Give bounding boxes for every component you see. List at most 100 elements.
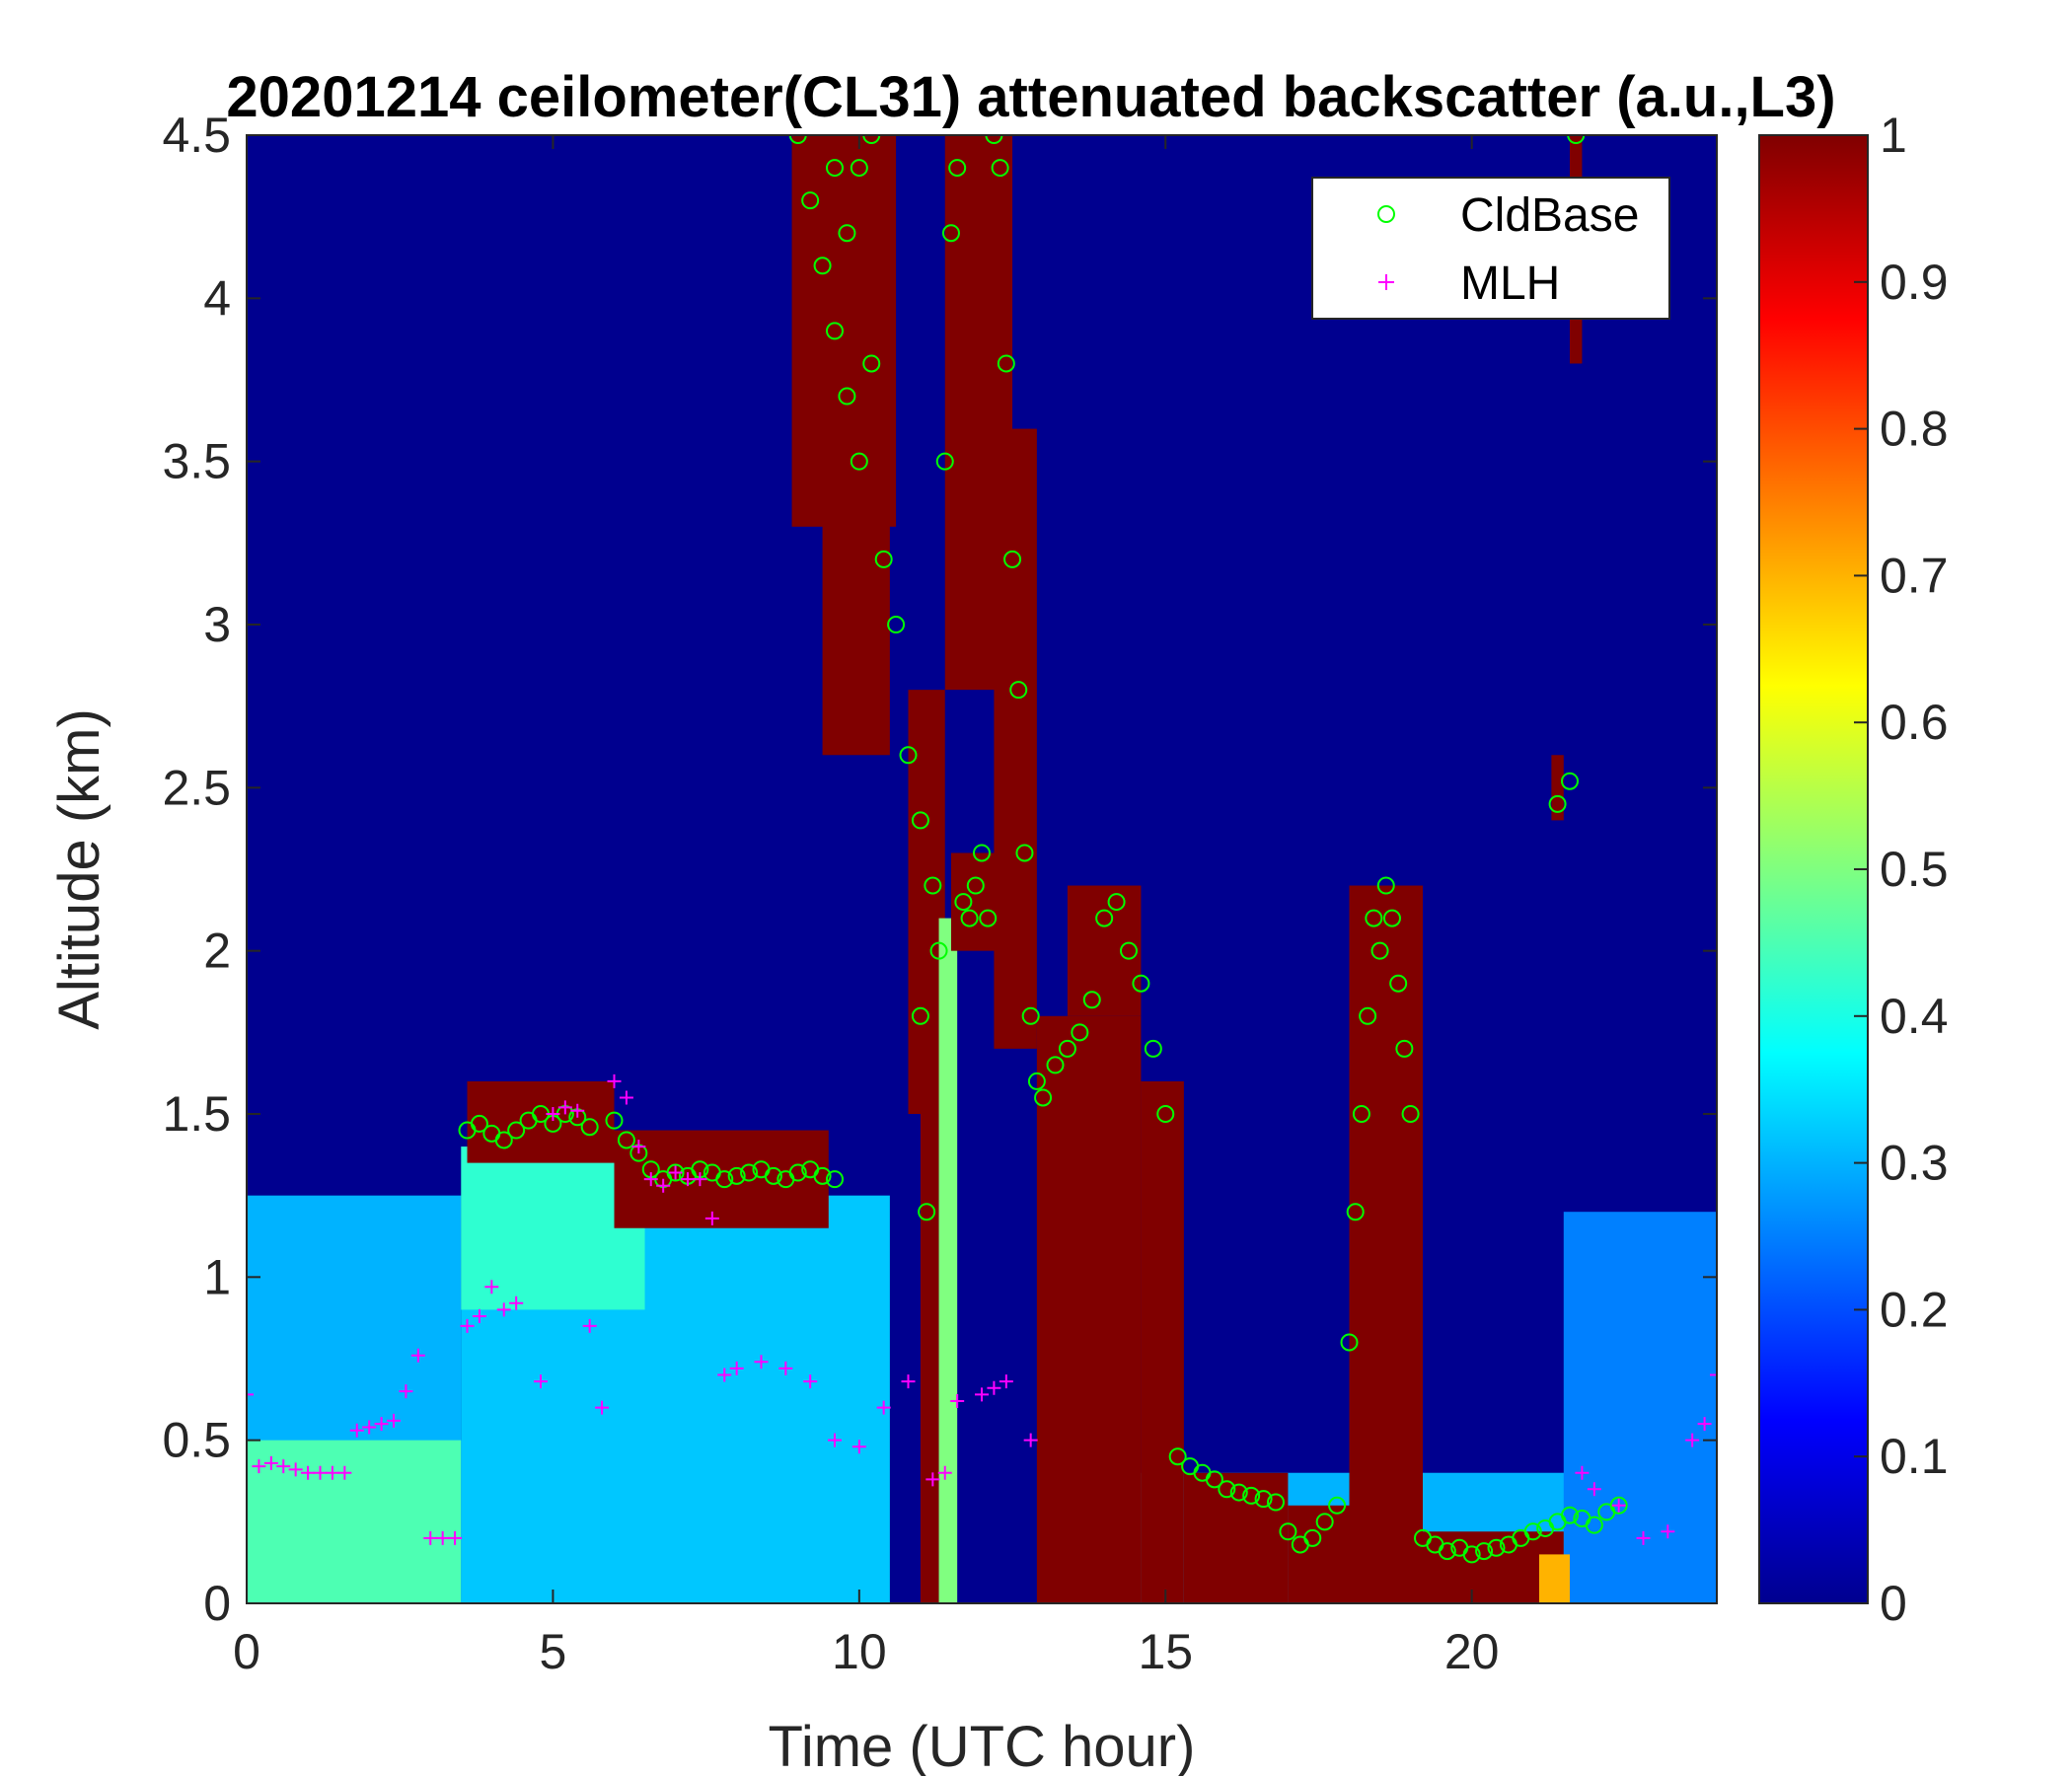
x-axis-label: Time (UTC hour): [769, 1715, 1196, 1776]
colorbar-tick-label: 0.6: [1880, 695, 1949, 750]
cldbase-point: [494, 1131, 513, 1149]
cldbase-point: [874, 550, 893, 568]
backscatter-region: [1288, 1505, 1350, 1603]
plot-frame: [246, 134, 1718, 1604]
backscatter-region: [247, 1440, 462, 1603]
cldbase-point: [813, 1166, 832, 1185]
mlh-point: [999, 1374, 1013, 1389]
cldbase-point: [862, 354, 881, 373]
cldbase-point: [850, 159, 868, 178]
backscatter-region: [938, 918, 958, 1603]
cldbase-point: [1567, 135, 1586, 144]
backscatter-region: [822, 493, 890, 756]
backscatter-region: [1349, 885, 1423, 1603]
cldbase-point: [991, 159, 1009, 178]
mlh-point: [754, 1355, 769, 1369]
mlh-point: [1685, 1433, 1700, 1447]
cldbase-point: [1120, 941, 1138, 960]
cldbase-point: [960, 909, 979, 927]
cldbase-point: [605, 1111, 624, 1130]
y-tick-label: 4: [203, 270, 231, 326]
legend-box: [1311, 177, 1670, 320]
mlh-point: [607, 1073, 622, 1088]
cldbase-point: [666, 1163, 685, 1182]
mlh-point: [582, 1318, 597, 1333]
cldbase-point: [764, 1166, 782, 1185]
mlh-point: [1697, 1417, 1712, 1432]
mlh-point: [1710, 1368, 1717, 1382]
mlh-point: [410, 1348, 425, 1363]
cldbase-point: [788, 135, 807, 144]
cldbase-point: [740, 1163, 759, 1182]
cldbase-point: [1242, 1486, 1261, 1505]
mlh-point: [252, 1459, 266, 1474]
cldbase-point: [929, 941, 948, 960]
mlh-point: [1611, 1498, 1626, 1513]
cldbase-point: [727, 1166, 746, 1185]
mlh-point: [496, 1302, 511, 1317]
x-tick-label: 0: [233, 1624, 260, 1679]
mlh-point: [717, 1368, 732, 1382]
cldbase-point: [1609, 1496, 1628, 1515]
y-tick-label: 3: [203, 597, 231, 652]
colorbar-tick-label: 0.5: [1880, 842, 1949, 897]
colorbar-tick-label: 0.9: [1880, 255, 1949, 310]
colorbar-tick-label: 1: [1880, 108, 1907, 163]
mlh-point: [460, 1318, 475, 1333]
mlh-point: [448, 1530, 463, 1545]
cldbase-point: [1107, 893, 1126, 912]
cldbase-point: [788, 1163, 807, 1182]
mlh-point: [1587, 1482, 1601, 1497]
mlh-point: [313, 1465, 328, 1480]
mlh-point: [349, 1423, 364, 1438]
cldbase-point: [1027, 1072, 1046, 1090]
cldbase-point: [1279, 1522, 1297, 1541]
legend-cldbase-marker: [1377, 205, 1395, 223]
cldbase-point: [1156, 1105, 1175, 1123]
cldbase-point: [924, 876, 942, 895]
cldbase-point: [1561, 772, 1579, 790]
mlh-point: [1575, 1465, 1590, 1480]
cldbase-point: [470, 1114, 488, 1133]
cldbase-point: [715, 1170, 734, 1189]
mlh-point: [681, 1172, 695, 1187]
cldbase-point: [979, 909, 998, 927]
cldbase-point: [887, 616, 906, 633]
mlh-point: [435, 1530, 450, 1545]
chart-title: 20201214 ceilometer(CL31) attenuated bac…: [226, 65, 1835, 129]
mlh-point: [1023, 1433, 1038, 1447]
backscatter-region: [1563, 1212, 1717, 1603]
cldbase-point: [899, 746, 918, 765]
cldbase-point: [985, 135, 1003, 144]
mlh-point: [876, 1400, 891, 1415]
cldbase-point: [617, 1131, 635, 1149]
colorbar-tick-label: 0.7: [1880, 548, 1949, 603]
backscatter-region: [1183, 1472, 1289, 1603]
mlh-point: [656, 1178, 671, 1193]
y-axis-ticks: 0 0.5 1 1.5 2 2.5 3 3.5 4 4.5: [162, 108, 1717, 1631]
cldbase-point: [954, 893, 973, 912]
cldbase-point: [1401, 1105, 1420, 1123]
cldbase-point: [1359, 1006, 1377, 1025]
heatmap-cells: [247, 135, 1717, 1603]
cldbase-point: [826, 1170, 844, 1189]
cldbase-point: [966, 876, 985, 895]
y-tick-label: 4.5: [162, 108, 231, 163]
mlh-point: [534, 1374, 548, 1389]
mlh-point: [851, 1440, 866, 1454]
mlh-point: [950, 1393, 965, 1408]
x-axis-ticks: 0 5 10 15 20: [233, 135, 1499, 1679]
mlh-point: [1636, 1530, 1651, 1545]
cldbase-point: [973, 844, 991, 862]
cldbase-point: [580, 1118, 599, 1137]
mlh-point: [423, 1530, 438, 1545]
backscatter-region: [791, 135, 897, 527]
mlh-point: [643, 1172, 658, 1187]
cldbase-point: [941, 224, 960, 243]
mlh-point: [276, 1459, 291, 1474]
backscatter-region: [1036, 1015, 1142, 1603]
cldbase-point: [801, 191, 820, 210]
backscatter-region: [1067, 885, 1142, 1016]
x-tick-label: 10: [832, 1624, 887, 1679]
x-tick-label: 20: [1444, 1624, 1500, 1679]
